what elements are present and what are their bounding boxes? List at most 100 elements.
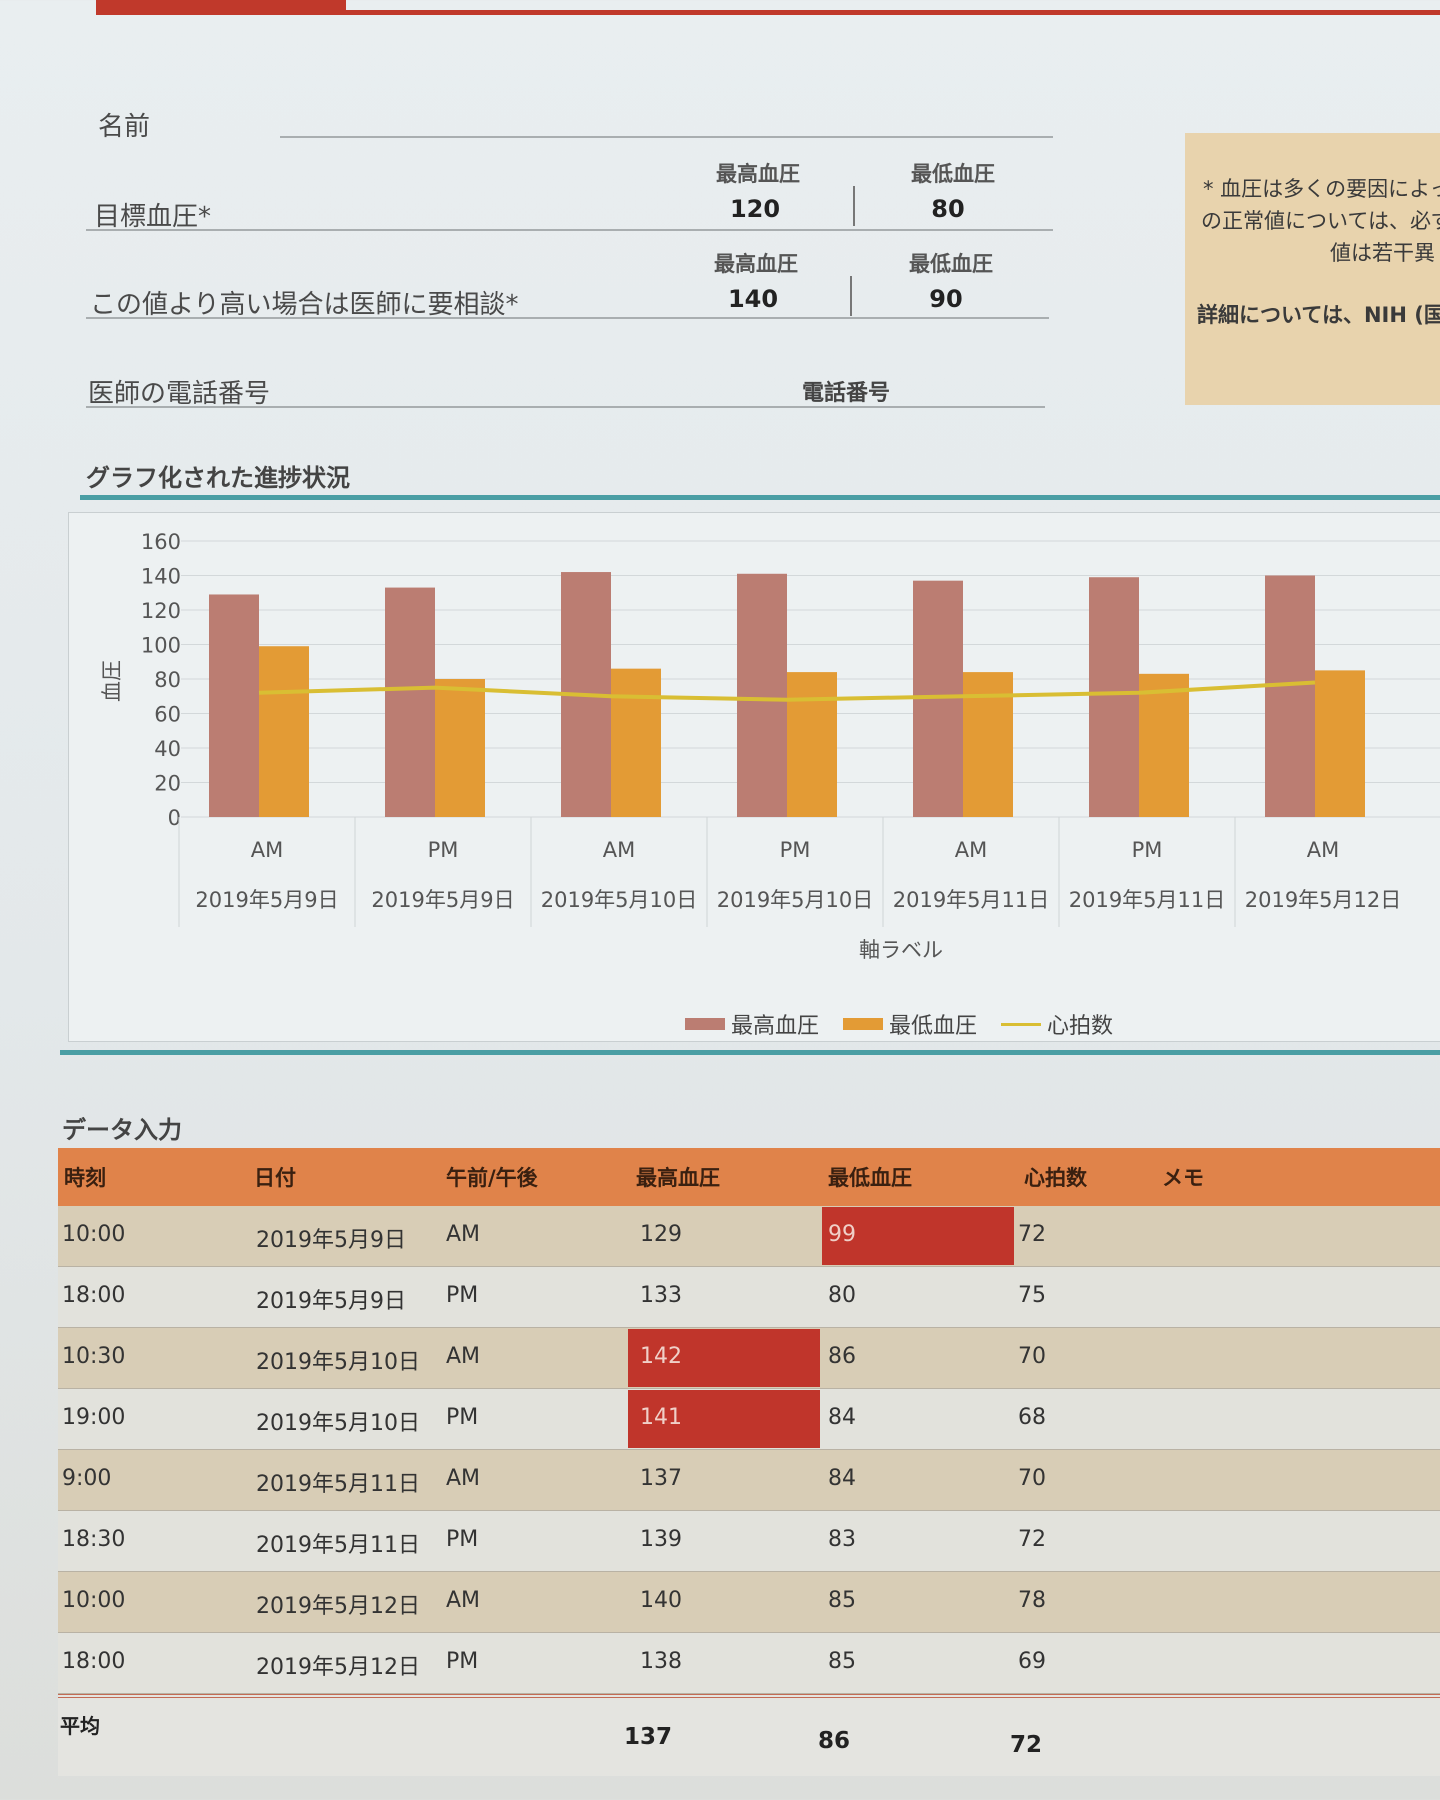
- cell-pulse[interactable]: 69: [1018, 1649, 1046, 1674]
- cell-dia[interactable]: 85: [828, 1588, 856, 1613]
- cell-date[interactable]: 2019年5月11日: [256, 1533, 420, 1558]
- table-body: 10:00 2019年5月9日 AM 129 99 72 18:00 2019年5月9日 PM 1…: [58, 1206, 1440, 1694]
- table-row[interactable]: 18:30 2019年5月11日 PM 139 83 72: [58, 1511, 1440, 1572]
- cell-dia[interactable]: 84: [828, 1405, 856, 1430]
- x-tick-date: 2019年5月11日: [1069, 888, 1226, 912]
- consult-sys-value[interactable]: 140: [727, 285, 779, 313]
- cell-date[interactable]: 2019年5月10日: [256, 1350, 420, 1375]
- table-row[interactable]: 9:00 2019年5月11日 AM 137 84 70: [58, 1450, 1440, 1511]
- table-title: データ入力: [62, 1116, 182, 1144]
- cell-pulse[interactable]: 70: [1018, 1344, 1046, 1369]
- legend-swatch-pulse: [1001, 1022, 1042, 1026]
- y-axis-label: 血圧: [100, 660, 124, 702]
- x-tick-ampm: PM: [428, 838, 459, 862]
- x-tick-ampm: AM: [955, 838, 987, 862]
- cell-sys[interactable]: 141: [640, 1405, 682, 1430]
- cell-time[interactable]: 10:00: [62, 1588, 126, 1613]
- cell-pulse[interactable]: 78: [1018, 1588, 1046, 1613]
- cell-time[interactable]: 10:00: [62, 1222, 126, 1247]
- table-row[interactable]: 19:00 2019年5月10日 PM 141 84 68: [58, 1389, 1440, 1450]
- cell-ampm[interactable]: AM: [446, 1466, 481, 1491]
- note-line-3: 値は若干異: [1330, 241, 1435, 265]
- chart-section-title: グラフ化された進捗状況: [86, 464, 350, 492]
- bar-systolic: [737, 573, 787, 817]
- cell-ampm[interactable]: AM: [446, 1588, 481, 1613]
- cell-dia[interactable]: 86: [828, 1344, 856, 1369]
- cell-sys[interactable]: 139: [640, 1527, 682, 1552]
- cell-date[interactable]: 2019年5月10日: [256, 1411, 420, 1436]
- consult-sys-head: 最高血圧: [714, 252, 798, 276]
- note-box: * 血圧は多くの要因によっ の正常値については、必ず 値は若干異 詳細については…: [1185, 133, 1440, 405]
- column-header-4: 最低血圧: [828, 1166, 912, 1190]
- cell-time[interactable]: 19:00: [62, 1405, 126, 1430]
- average-systolic: 137: [624, 1724, 673, 1750]
- bar-systolic: [385, 587, 435, 817]
- legend-item-systolic: 最高血圧: [685, 1008, 819, 1040]
- table-row[interactable]: 18:00 2019年5月12日 PM 138 85 69: [58, 1633, 1440, 1694]
- cell-pulse[interactable]: 75: [1018, 1283, 1046, 1308]
- cell-time[interactable]: 18:00: [62, 1283, 126, 1308]
- cell-date[interactable]: 2019年5月12日: [256, 1594, 420, 1619]
- table-row[interactable]: 18:00 2019年5月9日 PM 133 80 75: [58, 1267, 1440, 1328]
- consult-dia-head: 最低血圧: [909, 252, 993, 276]
- legend-label-systolic: 最高血圧: [731, 1014, 820, 1039]
- cell-ampm[interactable]: PM: [446, 1527, 479, 1552]
- table-row[interactable]: 10:00 2019年5月12日 AM 140 85 78: [58, 1572, 1440, 1633]
- cell-sys[interactable]: 138: [640, 1649, 682, 1674]
- cell-date[interactable]: 2019年5月11日: [256, 1472, 420, 1497]
- bar-systolic: [1265, 575, 1315, 817]
- cell-time[interactable]: 10:30: [62, 1344, 126, 1369]
- cell-dia[interactable]: 99: [828, 1222, 856, 1247]
- cell-dia[interactable]: 83: [828, 1527, 856, 1552]
- bar-diastolic: [1315, 670, 1365, 817]
- column-header-3: 最高血圧: [636, 1166, 720, 1190]
- cell-time[interactable]: 18:00: [62, 1649, 126, 1674]
- cell-dia[interactable]: 84: [828, 1466, 856, 1491]
- note-line-2: の正常値については、必ず: [1201, 209, 1440, 233]
- column-header-2: 午前/午後: [446, 1166, 538, 1190]
- cell-ampm[interactable]: AM: [446, 1222, 481, 1247]
- cell-time[interactable]: 9:00: [62, 1466, 112, 1491]
- name-field[interactable]: [280, 136, 1053, 138]
- chart-svg: 0 20 40 60 80 100 120 140 160 血圧 AM 2019年5月9日 PM 2019…: [100, 530, 1440, 962]
- cell-date[interactable]: 2019年5月12日: [256, 1655, 420, 1680]
- legend-label-diastolic: 最低血圧: [889, 1014, 978, 1039]
- legend-swatch-diastolic: [843, 1018, 884, 1030]
- cell-sys[interactable]: 142: [640, 1344, 682, 1369]
- table-row[interactable]: 10:30 2019年5月10日 AM 142 86 70: [58, 1328, 1440, 1389]
- cell-pulse[interactable]: 72: [1018, 1222, 1046, 1247]
- phone-field[interactable]: 電話番号: [802, 381, 891, 406]
- cell-pulse[interactable]: 70: [1018, 1466, 1046, 1491]
- target-dia-value[interactable]: 80: [931, 195, 965, 223]
- cell-time[interactable]: 18:30: [62, 1527, 126, 1552]
- legend-item-pulse: 心拍数: [1001, 1008, 1113, 1040]
- cell-date[interactable]: 2019年5月9日: [256, 1289, 406, 1314]
- cell-pulse[interactable]: 72: [1018, 1527, 1046, 1552]
- y-tick-label: 140: [141, 565, 181, 589]
- phone-line: [86, 406, 1045, 408]
- cell-ampm[interactable]: PM: [446, 1283, 479, 1308]
- note-line-1: * 血圧は多くの要因によっ: [1203, 177, 1440, 201]
- cell-ampm[interactable]: PM: [446, 1649, 479, 1674]
- cell-ampm[interactable]: AM: [446, 1344, 481, 1369]
- cell-sys[interactable]: 137: [640, 1466, 682, 1491]
- cell-dia[interactable]: 80: [828, 1283, 856, 1308]
- bar-diastolic: [1139, 673, 1189, 817]
- cell-sys[interactable]: 129: [640, 1222, 682, 1247]
- consult-dia-value[interactable]: 90: [929, 285, 963, 313]
- legend-item-diastolic: 最低血圧: [843, 1008, 977, 1040]
- bar-diastolic: [259, 646, 309, 817]
- cell-dia[interactable]: 85: [828, 1649, 856, 1674]
- chart-bottom-rule: [60, 1050, 1440, 1055]
- consult-separator: [850, 276, 852, 316]
- cell-sys[interactable]: 140: [640, 1588, 682, 1613]
- diastolic-alert-highlight: [822, 1207, 1014, 1265]
- cell-ampm[interactable]: PM: [446, 1405, 479, 1430]
- table-row[interactable]: 10:00 2019年5月9日 AM 129 99 72: [58, 1206, 1440, 1267]
- chart-panel: 0 20 40 60 80 100 120 140 160 血圧 AM 2019年5月9日 PM 2019…: [68, 512, 1440, 1042]
- y-tick-label: 20: [154, 772, 181, 796]
- cell-date[interactable]: 2019年5月9日: [256, 1228, 406, 1253]
- target-sys-value[interactable]: 120: [729, 195, 781, 223]
- cell-sys[interactable]: 133: [640, 1283, 682, 1308]
- cell-pulse[interactable]: 68: [1018, 1405, 1046, 1430]
